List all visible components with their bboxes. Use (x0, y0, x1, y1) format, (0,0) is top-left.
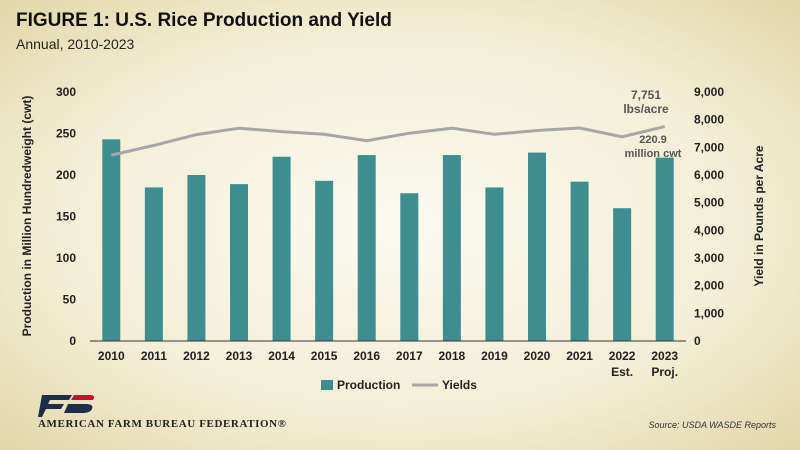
y2-tick-label: 4,000 (694, 223, 724, 237)
y-tick-label: 0 (69, 334, 76, 348)
y-tick-label: 200 (56, 168, 76, 182)
y2-tick-label: 1,000 (694, 306, 724, 320)
chart-subtitle: Annual, 2010-2023 (16, 36, 135, 52)
y-tick-label: 250 (56, 127, 76, 141)
production-bar-2022 (613, 208, 632, 341)
y2-axis-title: Yield in Pounds per Acre (752, 145, 766, 286)
y-tick-label: 150 (56, 210, 76, 224)
x-tick-sublabel: Proj. (651, 365, 678, 379)
fb-logo-icon (38, 395, 94, 417)
x-tick-label: 2016 (353, 349, 380, 363)
y-tick-label: 300 (56, 85, 76, 99)
y2-tick-label: 9,000 (694, 85, 724, 99)
y2-tick-label: 0 (694, 334, 701, 348)
yields-line (110, 125, 666, 157)
production-bar-2016 (357, 155, 376, 341)
x-tick-label: 2018 (439, 349, 466, 363)
legend-production-label: Production (337, 378, 400, 392)
production-bar-2019 (485, 187, 504, 341)
y2-tick-label: 2,000 (694, 279, 724, 293)
y2-tick-label: 5,000 (694, 196, 724, 210)
x-tick-label: 2010 (98, 349, 125, 363)
production-bar-2012 (187, 175, 206, 341)
production-bar-2018 (442, 155, 461, 341)
y2-tick-label: 3,000 (694, 251, 724, 265)
x-tick-label: 2014 (268, 349, 295, 363)
production-bar-2014 (272, 156, 291, 341)
x-tick-label: 2017 (396, 349, 423, 363)
y-tick-label: 100 (56, 251, 76, 265)
y2-tick-label: 8,000 (694, 113, 724, 127)
source-note: Source: USDA WASDE Reports (648, 420, 776, 430)
production-annotation-value: 220.9 (639, 134, 667, 146)
y2-tick-label: 6,000 (694, 168, 724, 182)
production-bar-2015 (315, 180, 334, 341)
production-bar-2010 (102, 139, 121, 341)
x-tick-label: 2020 (524, 349, 551, 363)
x-tick-label: 2021 (566, 349, 593, 363)
x-tick-label: 2012 (183, 349, 210, 363)
y-tick-label: 50 (63, 293, 77, 307)
production-bar-2017 (400, 193, 419, 341)
production-bar-2021 (570, 181, 589, 341)
x-tick-label: 2019 (481, 349, 508, 363)
x-tick-label: 2015 (311, 349, 338, 363)
production-bar-2013 (230, 184, 248, 341)
x-tick-label: 2013 (226, 349, 253, 363)
x-tick-label: 2022 (609, 349, 636, 363)
y-axis-title: Production in Million Hundredweight (cwt… (20, 96, 34, 337)
production-bar-2023 (655, 157, 674, 341)
x-tick-label: 2011 (141, 349, 167, 363)
yield-annotation-unit: lbs/acre (623, 102, 669, 116)
legend-yields-label: Yields (442, 378, 477, 392)
x-tick-label: 2023 (651, 349, 678, 363)
chart-title: FIGURE 1: U.S. Rice Production and Yield (16, 10, 392, 31)
production-bar-2011 (144, 187, 163, 341)
organization-name: AMERICAN FARM BUREAU FEDERATION® (38, 418, 287, 430)
yield-annotation-value: 7,751 (631, 88, 661, 102)
legend-production-swatch (321, 380, 333, 390)
production-bar-2020 (528, 152, 546, 341)
x-tick-sublabel: Est. (611, 365, 633, 379)
production-annotation-unit: million cwt (625, 148, 682, 160)
legend: Production Yields (321, 378, 477, 392)
y2-tick-label: 7,000 (694, 140, 724, 154)
